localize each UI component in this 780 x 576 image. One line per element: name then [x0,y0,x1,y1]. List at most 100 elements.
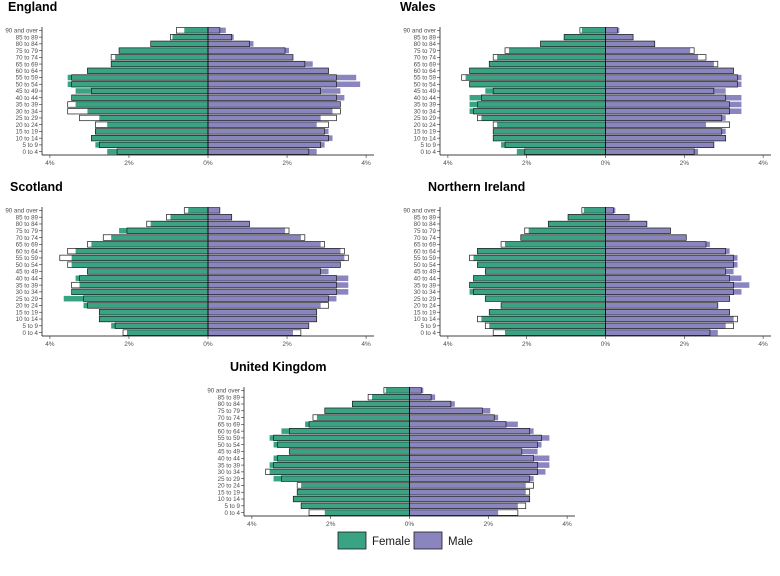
x-tick-label: 4% [443,341,453,348]
bar-female-current [477,261,606,268]
bar-male-current [409,469,546,475]
age-group-label: 40 to 44 [414,275,437,282]
age-group-label: 30 to 34 [16,108,39,115]
bar-male-current [605,135,726,141]
bar-male-current [208,128,329,135]
age-group-label: 15 to 19 [16,129,39,136]
age-group-label: 5 to 9 [421,323,437,330]
bar-male-current [208,142,325,148]
bar-female-current [111,323,208,329]
bar-female-current [71,94,209,101]
age-group-label: 20 to 24 [414,303,437,310]
bar-male-current [208,255,345,261]
age-group-label: 55 to 59 [414,75,437,82]
age-group-label: 0 to 4 [23,330,39,337]
bar-male-current [208,108,333,114]
age-group-label: 80 to 84 [16,221,39,228]
bar-female-current [528,227,606,234]
bar-male-current [409,448,538,455]
bar-male-current [605,221,647,227]
age-group-label: 65 to 69 [16,61,39,68]
age-group-label: 30 to 34 [414,289,437,296]
bar-female-current [497,54,606,61]
age-group-label: 80 to 84 [16,41,39,48]
x-tick-label: 0% [203,341,213,348]
bar-female-current [481,316,606,322]
x-tick-label: 0% [601,160,611,167]
bar-female-current [583,207,606,214]
bar-male-current [605,81,742,88]
bar-female-current [324,407,410,414]
age-group-label: 45 to 49 [16,269,39,276]
bar-male-current [208,221,250,227]
x-tick-label: 2% [680,160,690,167]
bar-female-current [87,268,208,275]
age-group-label: 85 to 89 [218,394,241,401]
bar-female-current [469,101,606,108]
bar-female-current [79,282,208,288]
bar-female-current [469,94,606,101]
age-group-label: 90 and over [403,28,436,35]
age-group-label: 35 to 39 [414,282,437,289]
age-group-label: 55 to 59 [16,75,39,82]
legend-male-label: Male [448,536,473,548]
bar-male-current [208,101,341,108]
age-group-label: 80 to 84 [414,41,437,48]
age-group-label: 50 to 54 [414,81,437,88]
bar-female-current [301,482,410,489]
bar-male-current [208,41,254,47]
age-group-label: 70 to 74 [16,235,39,242]
bar-male-current [208,81,361,88]
x-tick-label: 2% [124,160,134,167]
x-tick-label: 4% [247,521,257,528]
x-tick-label: 4% [758,160,768,167]
bar-female-current [63,295,208,302]
age-group-label: 10 to 14 [16,135,39,142]
bar-female-current [485,88,606,94]
legend-female-swatch [337,531,367,550]
bar-male-current [208,61,313,67]
bar-female-current [184,27,208,34]
age-group-label: 45 to 49 [218,449,241,456]
bar-female-current [99,115,208,121]
age-group-label: 85 to 89 [414,34,437,41]
x-tick-label: 4% [443,160,453,167]
bar-female-current [107,121,208,128]
bar-female-current [497,121,606,128]
x-tick-label: 2% [522,341,532,348]
bar-female-current [111,61,208,67]
bar-male-current [409,482,526,489]
bar-male-current [605,268,734,275]
x-tick-label: 4% [361,160,371,167]
age-group-label: 65 to 69 [16,242,39,249]
bar-male-current [208,121,317,128]
bar-male-current [208,135,333,141]
bar-female-current [485,295,606,302]
bar-female-current [481,115,606,121]
bar-male-current [208,289,349,295]
bar-female-current [75,248,208,254]
bar-male-current [208,227,286,234]
bar-male-current [208,207,220,214]
bar-male-current [605,234,687,241]
age-group-label: 60 to 64 [16,68,39,75]
x-tick-label: 0% [405,521,415,528]
bar-male-current [605,241,710,248]
age-group-label: 55 to 59 [414,255,437,262]
bar-female-current [115,54,208,61]
bar-female-current [150,41,208,47]
age-group-label: 40 to 44 [218,455,241,462]
x-tick-label: 4% [45,341,55,348]
bar-female-current [119,47,208,54]
legend: Female Male [337,531,473,550]
bar-female-current [150,221,208,227]
bar-female-current [75,275,208,282]
bar-male-current [605,88,726,94]
age-group-label: 5 to 9 [23,323,39,330]
age-group-label: 20 to 24 [414,122,437,129]
age-group-label: 5 to 9 [421,142,437,149]
age-group-label: 0 to 4 [23,149,39,156]
bar-male-current [208,148,317,155]
